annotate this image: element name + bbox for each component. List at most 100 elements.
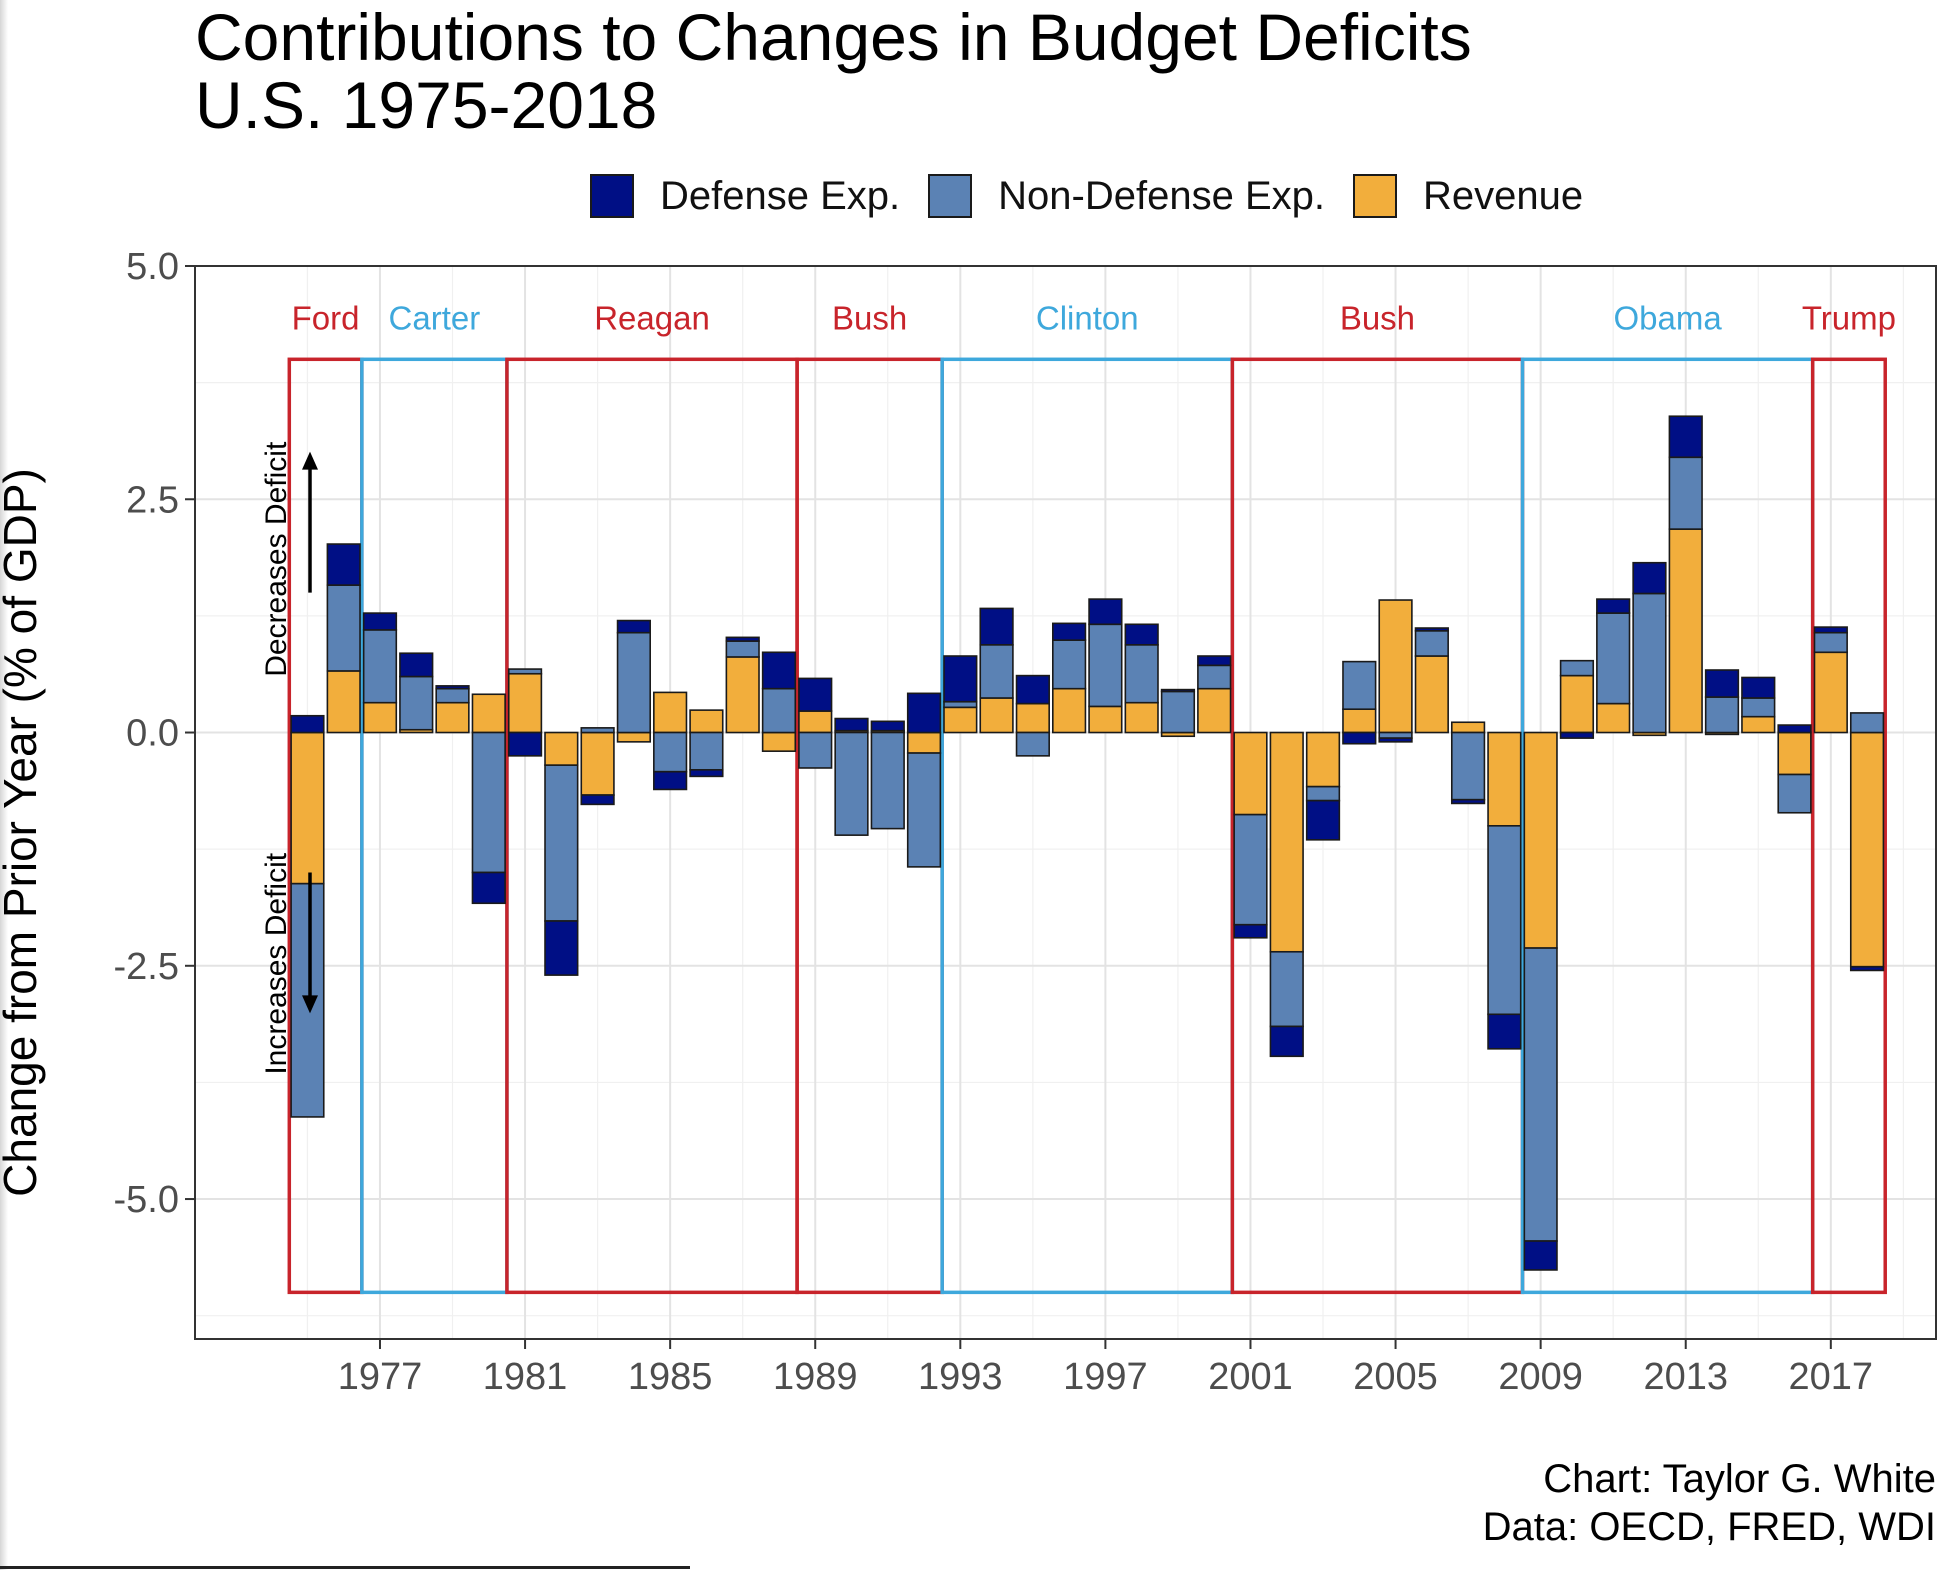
- bar-nondefense-2001: [1233, 813, 1268, 926]
- bar-revenue-2009: [1523, 731, 1558, 949]
- y-tick-label: -5.0: [114, 1179, 179, 1221]
- bar-nondefense-1984: [616, 631, 651, 734]
- chart-title: Contributions to Changes in Budget Defic…: [195, 0, 1472, 74]
- bar-nondefense-1983: [580, 727, 615, 734]
- bar-nondefense-2010: [1559, 659, 1595, 677]
- administration-label: Carter: [389, 299, 481, 336]
- bar-nondefense-2005: [1378, 731, 1413, 739]
- bar-revenue-2004: [1342, 708, 1377, 734]
- bar-revenue-1986: [689, 709, 724, 734]
- bar-revenue-2017: [1813, 651, 1848, 734]
- x-tick-label: 1981: [483, 1356, 568, 1398]
- bar-nondefense-2000: [1197, 664, 1232, 690]
- administration-label: Reagan: [594, 299, 710, 336]
- y-tick-label: 5.0: [126, 246, 179, 288]
- bar-revenue-1980: [471, 693, 506, 734]
- bar-nondefense-2017: [1813, 631, 1848, 654]
- bar-nondefense-1985: [653, 731, 688, 773]
- bar-nondefense-1977: [362, 629, 398, 704]
- administration-box: [1810, 357, 1887, 1295]
- annotation-decreases-deficit: Decreases Deficit: [260, 441, 293, 677]
- bar-nondefense-2013: [1668, 456, 1703, 530]
- bar-defense-1996: [1052, 622, 1087, 641]
- bar-defense-2006: [1414, 627, 1449, 632]
- bar-nondefense-2014: [1704, 696, 1740, 734]
- bar-revenue-1988: [761, 731, 797, 752]
- bar-defense-1985: [653, 770, 688, 791]
- bar-defense-2018: [1849, 965, 1885, 972]
- bar-revenue-2001: [1233, 731, 1268, 816]
- x-tick-label: 1977: [338, 1356, 423, 1398]
- bar-defense-1976: [326, 543, 361, 586]
- bar-defense-1994: [979, 607, 1014, 646]
- bar-nondefense-1996: [1052, 639, 1087, 690]
- bar-nondefense-1990: [834, 731, 869, 836]
- bar-defense-2014: [1704, 669, 1740, 698]
- bar-defense-2017: [1813, 626, 1848, 634]
- legend-item-defense: Defense Exp.: [590, 174, 900, 219]
- bar-defense-1991: [870, 720, 905, 732]
- bar-defense-1981: [507, 731, 543, 757]
- bar-revenue-2003: [1305, 731, 1341, 788]
- bar-nondefense-1982: [544, 764, 579, 922]
- bar-nondefense-1992: [906, 752, 942, 868]
- bar-defense-1977: [362, 612, 398, 631]
- bar-revenue-2002: [1269, 731, 1304, 953]
- legend-label-revenue: Revenue: [1422, 173, 1584, 218]
- bar-nondefense-2008: [1487, 825, 1522, 1016]
- x-tick-label: 2009: [1498, 1356, 1583, 1398]
- left-edge-shadow: [0, 0, 8, 1570]
- bar-defense-1997: [1088, 598, 1123, 626]
- bar-defense-2008: [1487, 1013, 1522, 1050]
- bar-defense-1998: [1124, 623, 1159, 646]
- bar-defense-2005: [1378, 737, 1413, 743]
- bar-nondefense-1979: [435, 687, 470, 704]
- x-tick-label: 2005: [1353, 1356, 1438, 1398]
- bar-defense-2000: [1197, 655, 1232, 667]
- bar-revenue-1993: [943, 706, 978, 734]
- bar-nondefense-1980: [471, 731, 506, 874]
- plot-border: [194, 265, 1937, 1340]
- bar-nondefense-2018: [1849, 712, 1885, 734]
- y-tick-label: 0.0: [126, 713, 179, 755]
- legend-item-revenue: Revenue: [1352, 173, 1584, 219]
- x-tick-label: 2001: [1208, 1356, 1293, 1398]
- legend-label-defense: Defense Exp.: [660, 173, 901, 218]
- bar-nondefense-2004: [1342, 660, 1377, 710]
- bar-defense-2009: [1523, 1240, 1558, 1271]
- administration-label: Bush: [832, 299, 907, 336]
- administration-label: Bush: [1340, 299, 1415, 336]
- bar-nondefense-1999: [1160, 690, 1196, 734]
- legend: Defense Exp. Non-Defense Exp. Revenue: [590, 170, 1611, 222]
- bar-nondefense-1981: [507, 668, 543, 675]
- bar-defense-1993: [943, 655, 978, 703]
- bar-defense-1980: [471, 871, 506, 905]
- bar-revenue-1995: [1015, 702, 1050, 734]
- bar-revenue-1994: [979, 697, 1014, 734]
- bar-revenue-2010: [1559, 674, 1595, 734]
- bar-defense-2007: [1450, 798, 1486, 805]
- bar-nondefense-1986: [689, 731, 724, 771]
- legend-swatch-revenue: [1352, 174, 1397, 218]
- bar-nondefense-1976: [326, 584, 361, 672]
- bar-defense-2004: [1342, 731, 1377, 745]
- bar-revenue-1975: [290, 731, 325, 885]
- bar-revenue-1992: [906, 731, 942, 754]
- y-axis-title: Change from Prior Year (% of GDP): [0, 468, 46, 1197]
- bar-defense-1984: [616, 619, 651, 634]
- bar-defense-2001: [1233, 923, 1268, 939]
- bar-defense-1989: [798, 677, 833, 712]
- bar-nondefense-1988: [761, 687, 797, 734]
- legend-item-nondefense: Non-Defense Exp.: [928, 174, 1325, 219]
- bar-revenue-2011: [1596, 702, 1631, 734]
- bar-nondefense-1998: [1124, 644, 1159, 704]
- y-tick-label: 2.5: [126, 479, 179, 521]
- bar-nondefense-2007: [1450, 731, 1486, 801]
- bar-nondefense-1989: [798, 731, 833, 769]
- bar-defense-1986: [689, 769, 724, 778]
- administration-label: Trump: [1802, 299, 1896, 336]
- bar-defense-1983: [580, 794, 615, 806]
- bar-revenue-2016: [1777, 731, 1812, 776]
